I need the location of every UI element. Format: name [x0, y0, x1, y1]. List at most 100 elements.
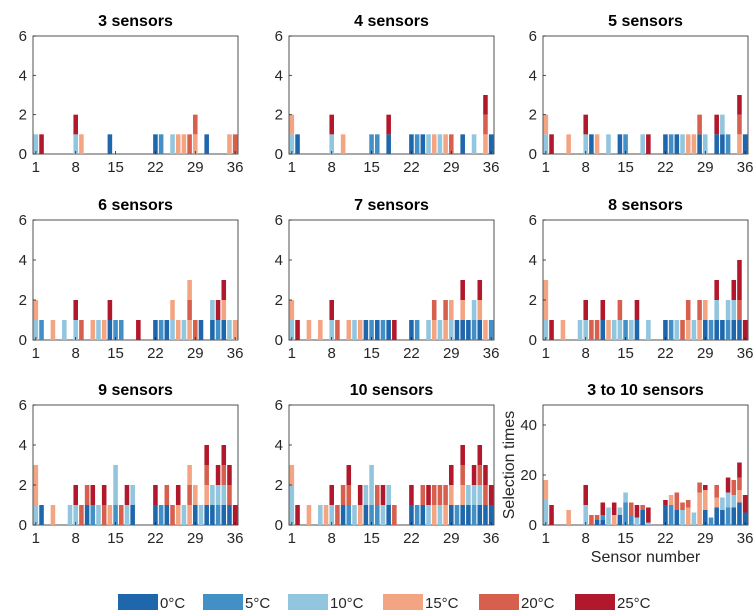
- y-tick-label: 2: [275, 477, 283, 494]
- bar-segment: [583, 300, 588, 320]
- bar-segment: [725, 507, 731, 525]
- bar-segment: [374, 134, 380, 154]
- bar-segment: [594, 515, 600, 520]
- bar-segment: [33, 485, 39, 505]
- bar-segment: [617, 320, 623, 340]
- bar-segment: [437, 320, 443, 340]
- bar-segment: [543, 280, 549, 300]
- bar-segment: [374, 320, 380, 340]
- subplot-title: 3 sensors: [98, 13, 173, 30]
- bar-segment: [113, 320, 118, 340]
- bar-segment: [737, 490, 742, 503]
- bar-segment: [215, 465, 221, 485]
- x-tick-label: 1: [32, 159, 40, 176]
- bar-segment: [198, 320, 204, 340]
- bar-segment: [346, 320, 352, 340]
- bar-segment: [737, 114, 742, 135]
- y-tick-label: 0: [19, 332, 27, 349]
- subplot: 1 8 15 22 29 36 0 2 4 6 7 sensors: [275, 197, 500, 362]
- y-tick-label: 4: [529, 67, 537, 84]
- bar-segment: [680, 510, 685, 525]
- x-tick-label: 15: [617, 345, 634, 362]
- bar-segment: [193, 134, 198, 154]
- bar-segment: [227, 134, 232, 154]
- bar-segment: [221, 280, 227, 300]
- bar-segment: [680, 320, 685, 340]
- x-tick-label: 8: [582, 345, 590, 362]
- bar-segment: [720, 134, 725, 154]
- bar-segment: [130, 505, 135, 525]
- bar-segment: [471, 485, 477, 505]
- bar-segment: [414, 134, 420, 154]
- bar-segment: [483, 465, 488, 485]
- bar-segment: [477, 445, 483, 465]
- y-tick-label: 2: [529, 107, 537, 124]
- bar-segment: [737, 477, 742, 490]
- bar-segment: [600, 515, 606, 520]
- bar-segment: [737, 462, 742, 478]
- bar-segment: [164, 485, 170, 505]
- bar-segment: [295, 320, 300, 340]
- bar-segment: [318, 505, 323, 525]
- bar-segment: [454, 505, 460, 525]
- bar-segment: [158, 505, 164, 525]
- bar-segment: [737, 134, 742, 154]
- bar-segment: [543, 114, 549, 135]
- bar-segment: [431, 505, 437, 525]
- bar-segment: [737, 320, 742, 340]
- bar-segment: [357, 505, 363, 525]
- plot-area: [32, 219, 239, 341]
- bar-segment: [289, 465, 295, 485]
- bar-segment: [577, 320, 583, 340]
- bar-segment: [386, 134, 391, 154]
- x-tick-label: 15: [363, 159, 380, 176]
- bar-segment: [628, 515, 634, 525]
- bar-segment: [646, 507, 651, 523]
- bar-segment: [460, 445, 465, 465]
- bar-segment: [392, 320, 397, 340]
- bar-segment: [477, 300, 483, 320]
- bar-segment: [33, 300, 39, 320]
- bar-segment: [443, 300, 448, 320]
- bar-segment: [685, 507, 691, 525]
- bar-segment: [589, 134, 594, 154]
- bar-segment: [124, 485, 130, 505]
- legend-item: 20°C: [479, 594, 555, 612]
- bar-segment: [691, 134, 697, 154]
- x-tick-label: 29: [187, 159, 204, 176]
- x-tick-label: 29: [443, 345, 460, 362]
- bar-segment: [363, 320, 369, 340]
- x-tick-label: 8: [328, 530, 336, 547]
- bar-segment: [731, 507, 737, 525]
- legend-label: 0°C: [160, 595, 185, 612]
- bar-segment: [703, 134, 708, 154]
- y-tick-label: 6: [275, 212, 283, 229]
- subplot-title: 3 to 10 sensors: [587, 382, 704, 399]
- bar-segment: [691, 320, 697, 340]
- bar-segment: [589, 515, 594, 525]
- bar-segment: [204, 465, 209, 485]
- bar-segment: [697, 134, 702, 154]
- x-tick-label: 15: [363, 345, 380, 362]
- x-tick-label: 36: [227, 345, 244, 362]
- x-axis-label: Sensor number: [591, 549, 701, 566]
- y-tick-label: 4: [19, 437, 27, 454]
- bar-segment: [84, 485, 90, 505]
- bar-segment: [714, 114, 719, 135]
- bar-segment: [543, 320, 549, 340]
- bar-segment: [737, 300, 742, 320]
- legend-label: 15°C: [425, 595, 459, 612]
- bar-segment: [232, 134, 238, 154]
- bar-segment: [583, 485, 588, 505]
- bar-segment: [380, 320, 386, 340]
- bar-segment: [357, 320, 363, 340]
- bar-segment: [668, 134, 674, 154]
- bar-segment: [703, 510, 708, 525]
- y-tick-label: 2: [19, 107, 27, 124]
- bar-segment: [363, 485, 369, 505]
- bar-segment: [454, 320, 460, 340]
- bar-segment: [600, 320, 606, 340]
- bar-segment: [62, 320, 67, 340]
- bar-segment: [623, 502, 628, 525]
